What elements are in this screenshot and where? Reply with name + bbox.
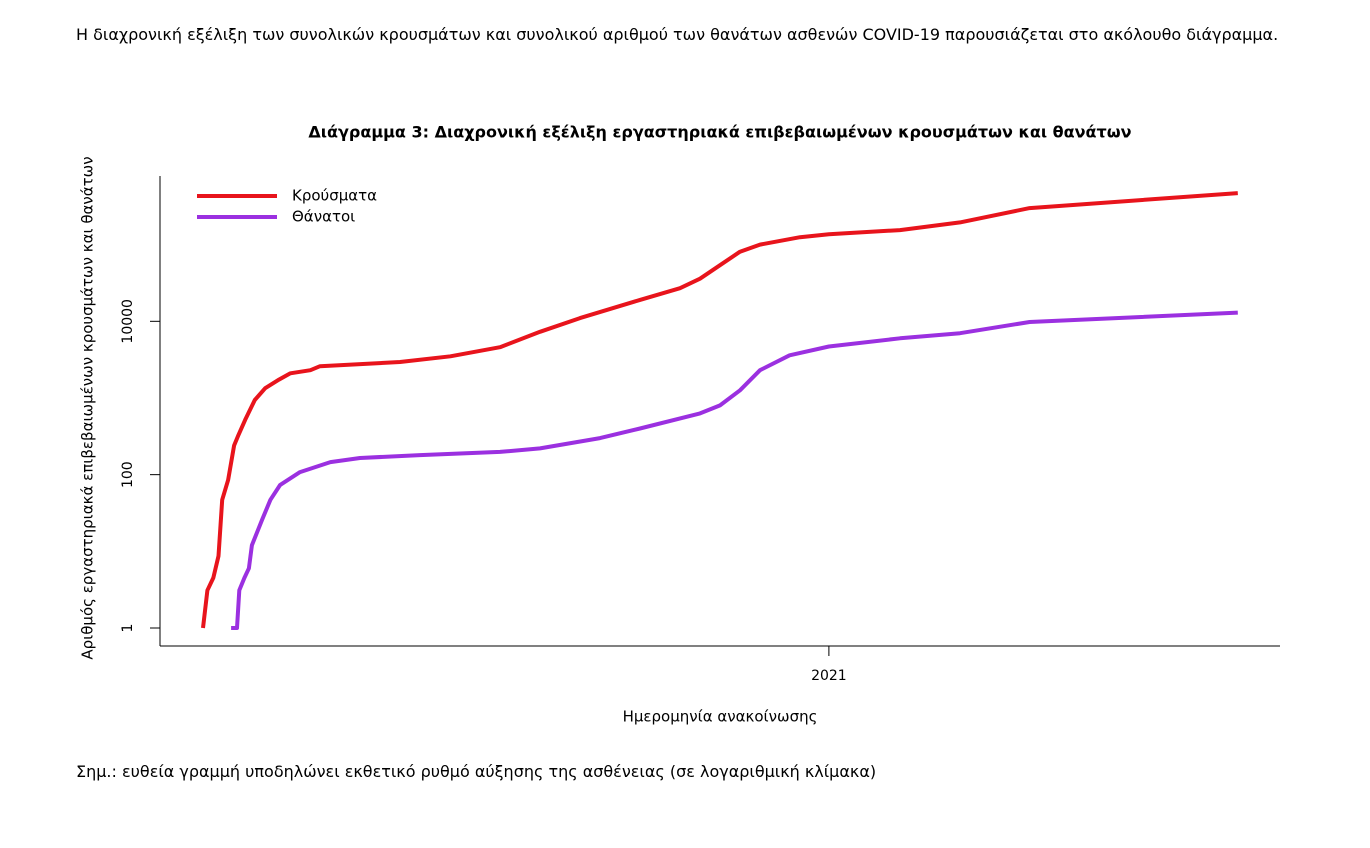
y-tick-label: 100 — [120, 461, 136, 488]
intro-text: Η διαχρονική εξέλιξη των συνολικών κρουσ… — [76, 25, 1279, 44]
y-axis-label: Αριθμός εργαστηριακά επιβεβαιωμένων κρου… — [79, 156, 97, 659]
series-line — [201, 191, 1238, 629]
series-line — [231, 310, 1238, 630]
note-text: Σημ.: ευθεία γραμμή υποδηλώνει εκθετικό … — [76, 762, 877, 781]
y-tick-label: 1 — [120, 624, 136, 633]
chart-title: Διάγραμμα 3: Διαχρονική εξέλιξη εργαστηρ… — [308, 123, 1131, 142]
x-tick-label: 2021 — [811, 668, 847, 684]
x-axis-label: Ημερομηνία ανακοίνωσης — [623, 708, 818, 726]
legend-label: Θάνατοι — [292, 208, 355, 226]
y-tick-label: 10000 — [120, 299, 136, 344]
chart: Διάγραμμα 3: Διαχρονική εξέλιξη εργαστηρ… — [79, 123, 1280, 726]
legend-label: Κρούσματα — [292, 187, 377, 205]
